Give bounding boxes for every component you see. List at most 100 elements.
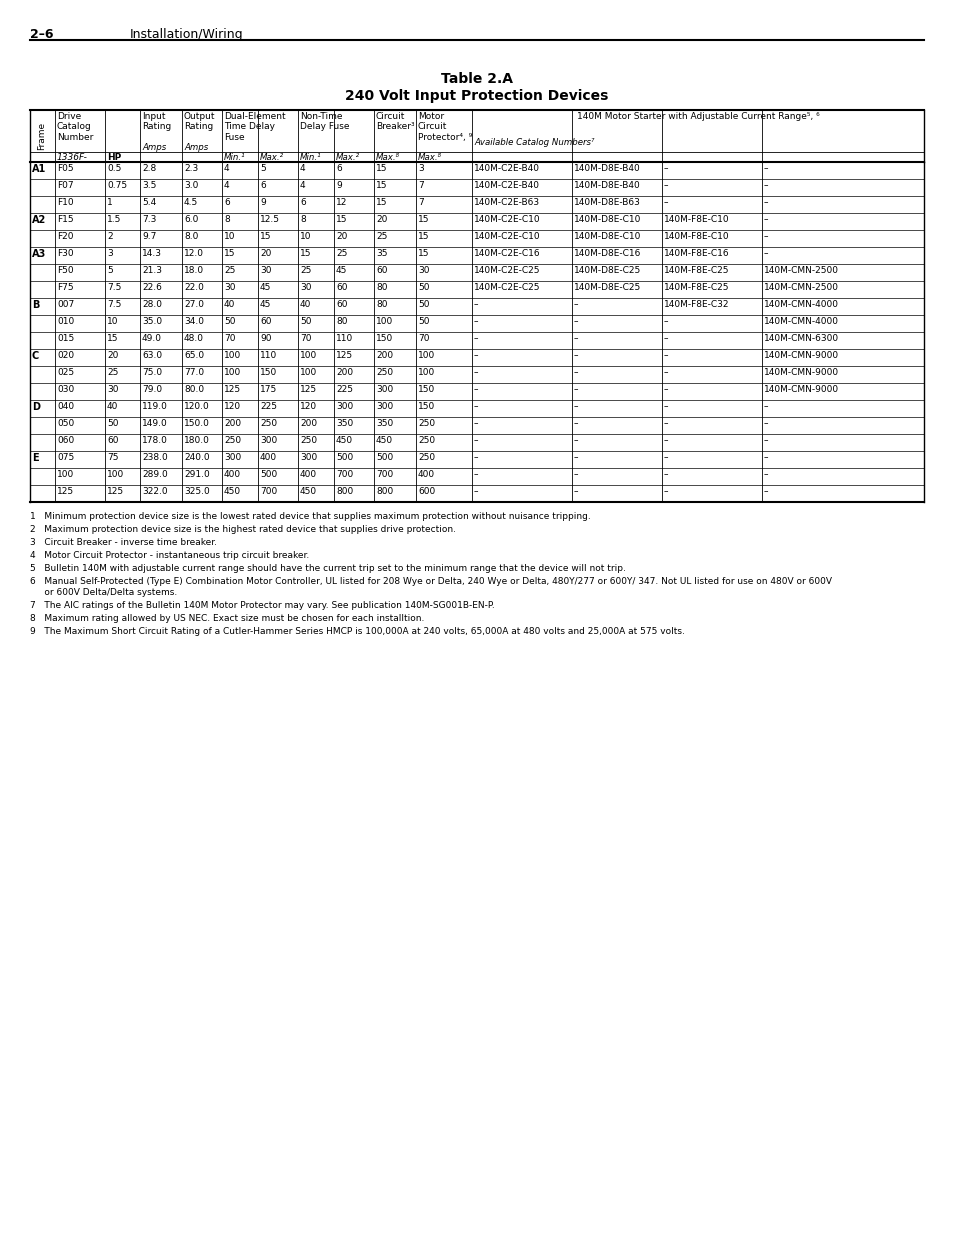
Text: 700: 700	[335, 471, 353, 479]
Text: 200: 200	[299, 419, 316, 429]
Text: 140M-CMN-2500: 140M-CMN-2500	[763, 266, 838, 275]
Text: 5: 5	[107, 266, 112, 275]
Text: –: –	[474, 471, 478, 479]
Text: –: –	[763, 403, 768, 411]
Text: 140M-C2E-C25: 140M-C2E-C25	[474, 283, 540, 291]
Text: 450: 450	[299, 487, 316, 496]
Text: 140M-C2E-C16: 140M-C2E-C16	[474, 249, 540, 258]
Text: –: –	[763, 232, 768, 241]
Text: 15: 15	[375, 198, 387, 207]
Text: –: –	[763, 436, 768, 445]
Text: 28.0: 28.0	[142, 300, 162, 309]
Text: 300: 300	[260, 436, 277, 445]
Text: 2: 2	[107, 232, 112, 241]
Text: 225: 225	[335, 385, 353, 394]
Text: 2.8: 2.8	[142, 164, 156, 173]
Text: 040: 040	[57, 403, 74, 411]
Text: 120: 120	[299, 403, 316, 411]
Text: 149.0: 149.0	[142, 419, 168, 429]
Text: 79.0: 79.0	[142, 385, 162, 394]
Text: –: –	[663, 164, 668, 173]
Text: 40: 40	[299, 300, 311, 309]
Text: 060: 060	[57, 436, 74, 445]
Text: 9   The Maximum Short Circuit Rating of a Cutler-Hammer Series HMCP is 100,000A : 9 The Maximum Short Circuit Rating of a …	[30, 627, 684, 636]
Text: Amps: Amps	[142, 143, 166, 152]
Text: 20: 20	[260, 249, 271, 258]
Text: –: –	[474, 419, 478, 429]
Text: 60: 60	[375, 266, 387, 275]
Text: Max.⁸: Max.⁸	[375, 153, 399, 162]
Text: –: –	[574, 487, 578, 496]
Text: –: –	[574, 351, 578, 359]
Text: 291.0: 291.0	[184, 471, 210, 479]
Text: 9: 9	[260, 198, 266, 207]
Text: 250: 250	[417, 453, 435, 462]
Text: F07: F07	[57, 182, 73, 190]
Text: Max.²: Max.²	[260, 153, 284, 162]
Text: 8   Maximum rating allowed by US NEC. Exact size must be chosen for each install: 8 Maximum rating allowed by US NEC. Exac…	[30, 614, 424, 622]
Text: 125: 125	[335, 351, 353, 359]
Text: –: –	[663, 317, 668, 326]
Text: 100: 100	[417, 351, 435, 359]
Text: 140M-CMN-6300: 140M-CMN-6300	[763, 333, 839, 343]
Text: 12.0: 12.0	[184, 249, 204, 258]
Text: 4: 4	[224, 164, 230, 173]
Text: 1: 1	[107, 198, 112, 207]
Text: 015: 015	[57, 333, 74, 343]
Text: –: –	[574, 385, 578, 394]
Text: –: –	[574, 368, 578, 377]
Text: 49.0: 49.0	[142, 333, 162, 343]
Text: 50: 50	[224, 317, 235, 326]
Text: 300: 300	[224, 453, 241, 462]
Text: 140M-C2E-B40: 140M-C2E-B40	[474, 164, 539, 173]
Text: –: –	[474, 453, 478, 462]
Text: 350: 350	[375, 419, 393, 429]
Text: A1: A1	[32, 164, 46, 174]
Text: 30: 30	[417, 266, 429, 275]
Text: 140M-D8E-C25: 140M-D8E-C25	[574, 283, 640, 291]
Text: 5   Bulletin 140M with adjustable current range should have the current trip set: 5 Bulletin 140M with adjustable current …	[30, 564, 625, 573]
Text: A3: A3	[32, 249, 46, 259]
Text: F15: F15	[57, 215, 73, 224]
Text: 20: 20	[375, 215, 387, 224]
Text: 450: 450	[335, 436, 353, 445]
Text: 3.0: 3.0	[184, 182, 198, 190]
Text: 50: 50	[299, 317, 312, 326]
Text: 7: 7	[417, 182, 423, 190]
Text: 30: 30	[224, 283, 235, 291]
Text: 20: 20	[107, 351, 118, 359]
Text: –: –	[474, 368, 478, 377]
Text: 250: 250	[417, 436, 435, 445]
Text: 10: 10	[299, 232, 312, 241]
Text: 34.0: 34.0	[184, 317, 204, 326]
Text: 325.0: 325.0	[184, 487, 210, 496]
Text: 70: 70	[417, 333, 429, 343]
Text: 27.0: 27.0	[184, 300, 204, 309]
Text: 140M-C2E-C10: 140M-C2E-C10	[474, 215, 540, 224]
Text: 60: 60	[107, 436, 118, 445]
Text: 030: 030	[57, 385, 74, 394]
Text: 8: 8	[299, 215, 305, 224]
Text: 250: 250	[417, 419, 435, 429]
Text: 30: 30	[107, 385, 118, 394]
Text: 125: 125	[224, 385, 241, 394]
Text: 500: 500	[260, 471, 277, 479]
Text: 450: 450	[375, 436, 393, 445]
Text: –: –	[663, 471, 668, 479]
Text: Table 2.A: Table 2.A	[440, 72, 513, 86]
Text: 18.0: 18.0	[184, 266, 204, 275]
Text: A2: A2	[32, 215, 46, 225]
Text: F10: F10	[57, 198, 73, 207]
Text: 50: 50	[417, 283, 429, 291]
Text: –: –	[663, 351, 668, 359]
Text: 45: 45	[260, 283, 271, 291]
Text: –: –	[763, 249, 768, 258]
Text: –: –	[763, 487, 768, 496]
Text: 5.4: 5.4	[142, 198, 156, 207]
Text: –: –	[763, 182, 768, 190]
Text: 007: 007	[57, 300, 74, 309]
Text: 140M-C2E-C25: 140M-C2E-C25	[474, 266, 540, 275]
Text: 140M-D8E-B40: 140M-D8E-B40	[574, 182, 640, 190]
Text: 6: 6	[299, 198, 305, 207]
Text: 140M-F8E-C10: 140M-F8E-C10	[663, 215, 729, 224]
